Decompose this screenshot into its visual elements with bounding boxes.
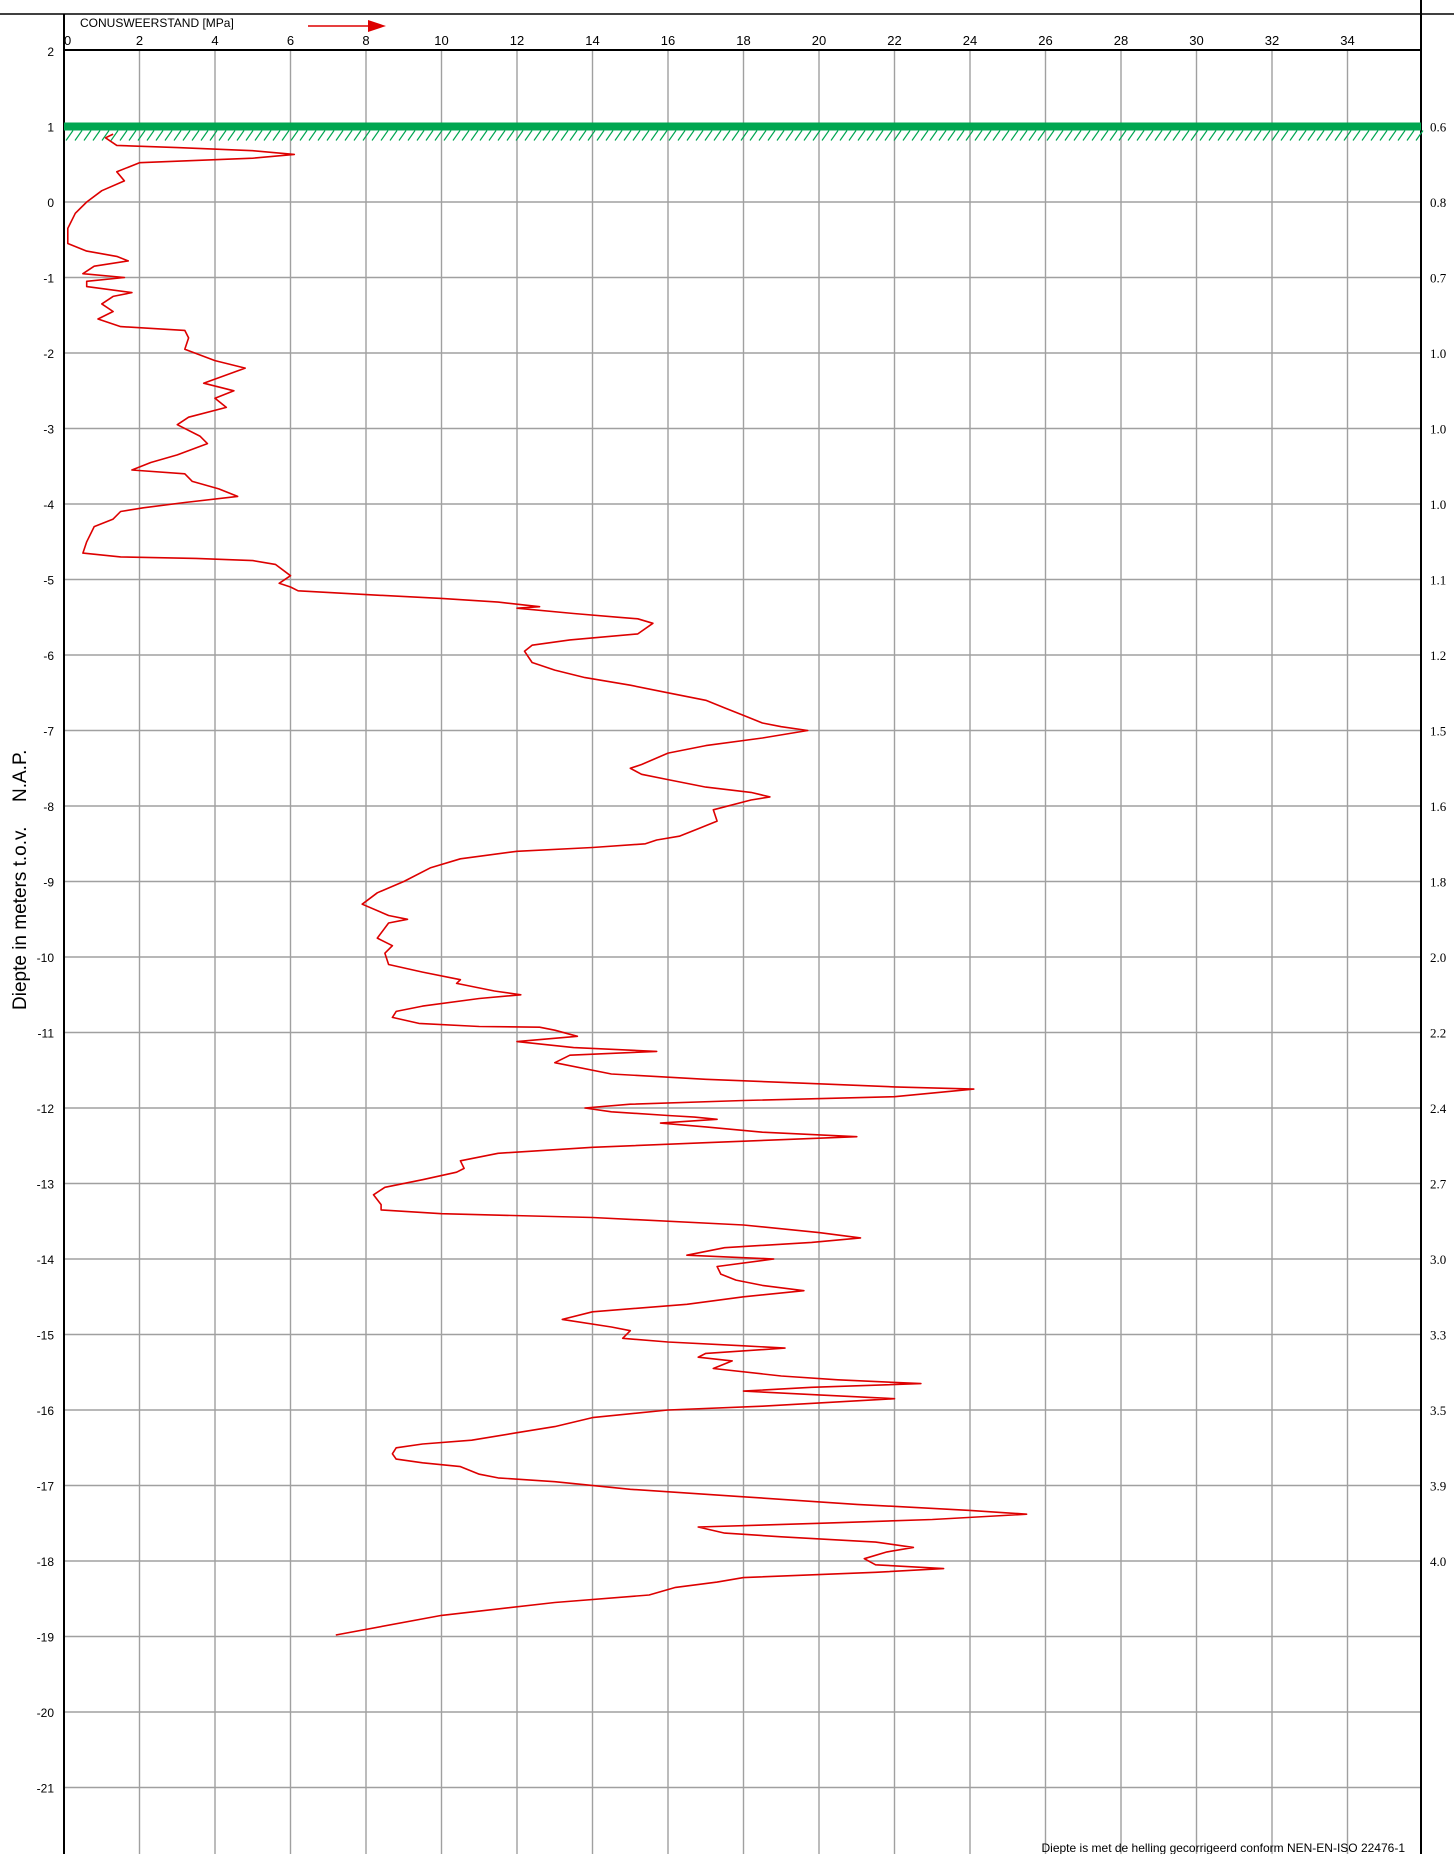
y-tick-label: -16 bbox=[37, 1404, 55, 1418]
x-tick-label: 10 bbox=[434, 33, 448, 48]
y-tick-label: -21 bbox=[37, 1782, 55, 1796]
y-tick-label: -12 bbox=[37, 1102, 55, 1116]
right-side-label: 1.2 bbox=[1430, 648, 1446, 663]
y-tick-label: 1 bbox=[47, 121, 54, 135]
right-side-label: 2.4 bbox=[1430, 1101, 1447, 1116]
x-tick-label: 14 bbox=[585, 33, 599, 48]
x-tick-label: 0 bbox=[64, 33, 71, 48]
right-side-label: 3.0 bbox=[1430, 1252, 1446, 1267]
right-side-label: 1.0 bbox=[1430, 497, 1446, 512]
right-side-label: 0.7 bbox=[1430, 271, 1447, 286]
right-side-label: 3.9 bbox=[1430, 1479, 1446, 1494]
right-side-label: 1.8 bbox=[1430, 875, 1446, 890]
y-tick-label: -9 bbox=[43, 876, 54, 890]
x-tick-label: 2 bbox=[136, 33, 143, 48]
y-tick-label: -13 bbox=[37, 1178, 55, 1192]
x-tick-label: 16 bbox=[661, 33, 675, 48]
surface-hatching bbox=[65, 130, 1424, 141]
y-tick-label: -2 bbox=[43, 347, 54, 361]
right-side-label: 1.5 bbox=[1430, 724, 1446, 739]
cone-resistance-line bbox=[67, 133, 1028, 1636]
x-tick-label: 26 bbox=[1038, 33, 1052, 48]
y-tick-label: 0 bbox=[47, 196, 54, 210]
y-tick-label: -6 bbox=[43, 649, 54, 663]
x-tick-label: 4 bbox=[211, 33, 218, 48]
x-tick-label: 34 bbox=[1340, 33, 1354, 48]
labels: CONUSWEERSTAND [MPa] Diepte in meters t.… bbox=[10, 16, 1447, 1854]
y-axis-datum: N.A.P. bbox=[10, 750, 31, 802]
y-axis-title: Diepte in meters t.o.v. bbox=[10, 827, 31, 1010]
right-side-label: 2.0 bbox=[1430, 950, 1446, 965]
x-tick-label: 22 bbox=[887, 33, 901, 48]
y-tick-label: -17 bbox=[37, 1480, 55, 1494]
y-tick-label: -20 bbox=[37, 1706, 55, 1720]
right-side-label: 0.6 bbox=[1430, 120, 1447, 135]
y-tick-label: -8 bbox=[43, 800, 54, 814]
footer-note: Diepte is met de helling gecorrigeerd co… bbox=[1042, 1841, 1406, 1854]
y-tick-label: 2 bbox=[47, 45, 54, 59]
x-tick-label: 6 bbox=[287, 33, 294, 48]
x-tick-label: 30 bbox=[1189, 33, 1203, 48]
x-tick-label: 12 bbox=[510, 33, 524, 48]
x-axis-arrow-head bbox=[368, 20, 386, 32]
x-axis-title: CONUSWEERSTAND [MPa] bbox=[80, 16, 234, 30]
right-side-label: 2.2 bbox=[1430, 1026, 1446, 1041]
right-side-label: 2.7 bbox=[1430, 1177, 1447, 1192]
y-tick-label: -4 bbox=[43, 498, 54, 512]
right-side-label: 1.1 bbox=[1430, 573, 1446, 588]
x-tick-label: 28 bbox=[1114, 33, 1128, 48]
y-tick-label: -15 bbox=[37, 1329, 55, 1343]
y-tick-label: -7 bbox=[43, 725, 54, 739]
y-tick-label: -5 bbox=[43, 574, 54, 588]
right-side-label: 3.3 bbox=[1430, 1328, 1446, 1343]
y-tick-label: -10 bbox=[37, 951, 55, 965]
y-tick-label: -19 bbox=[37, 1631, 55, 1645]
cone-resistance-curve bbox=[67, 133, 1028, 1636]
right-side-label: 1.0 bbox=[1430, 422, 1446, 437]
x-tick-label: 18 bbox=[736, 33, 750, 48]
y-tick-label: -3 bbox=[43, 423, 54, 437]
right-side-label: 0.8 bbox=[1430, 195, 1446, 210]
right-side-label: 1.6 bbox=[1430, 799, 1447, 814]
x-tick-label: 24 bbox=[963, 33, 977, 48]
surface-level bbox=[64, 122, 1424, 141]
right-side-label: 3.5 bbox=[1430, 1403, 1446, 1418]
right-side-label: 1.0 bbox=[1430, 346, 1446, 361]
x-tick-label: 32 bbox=[1265, 33, 1279, 48]
x-tick-label: 8 bbox=[362, 33, 369, 48]
right-side-label: 4.0 bbox=[1430, 1554, 1446, 1569]
y-tick-label: -14 bbox=[37, 1253, 55, 1267]
y-tick-label: -11 bbox=[38, 1027, 55, 1041]
grid bbox=[64, 50, 1421, 1854]
x-tick-label: 20 bbox=[812, 33, 826, 48]
y-tick-label: -18 bbox=[37, 1555, 55, 1569]
y-tick-label: -1 bbox=[43, 272, 54, 286]
